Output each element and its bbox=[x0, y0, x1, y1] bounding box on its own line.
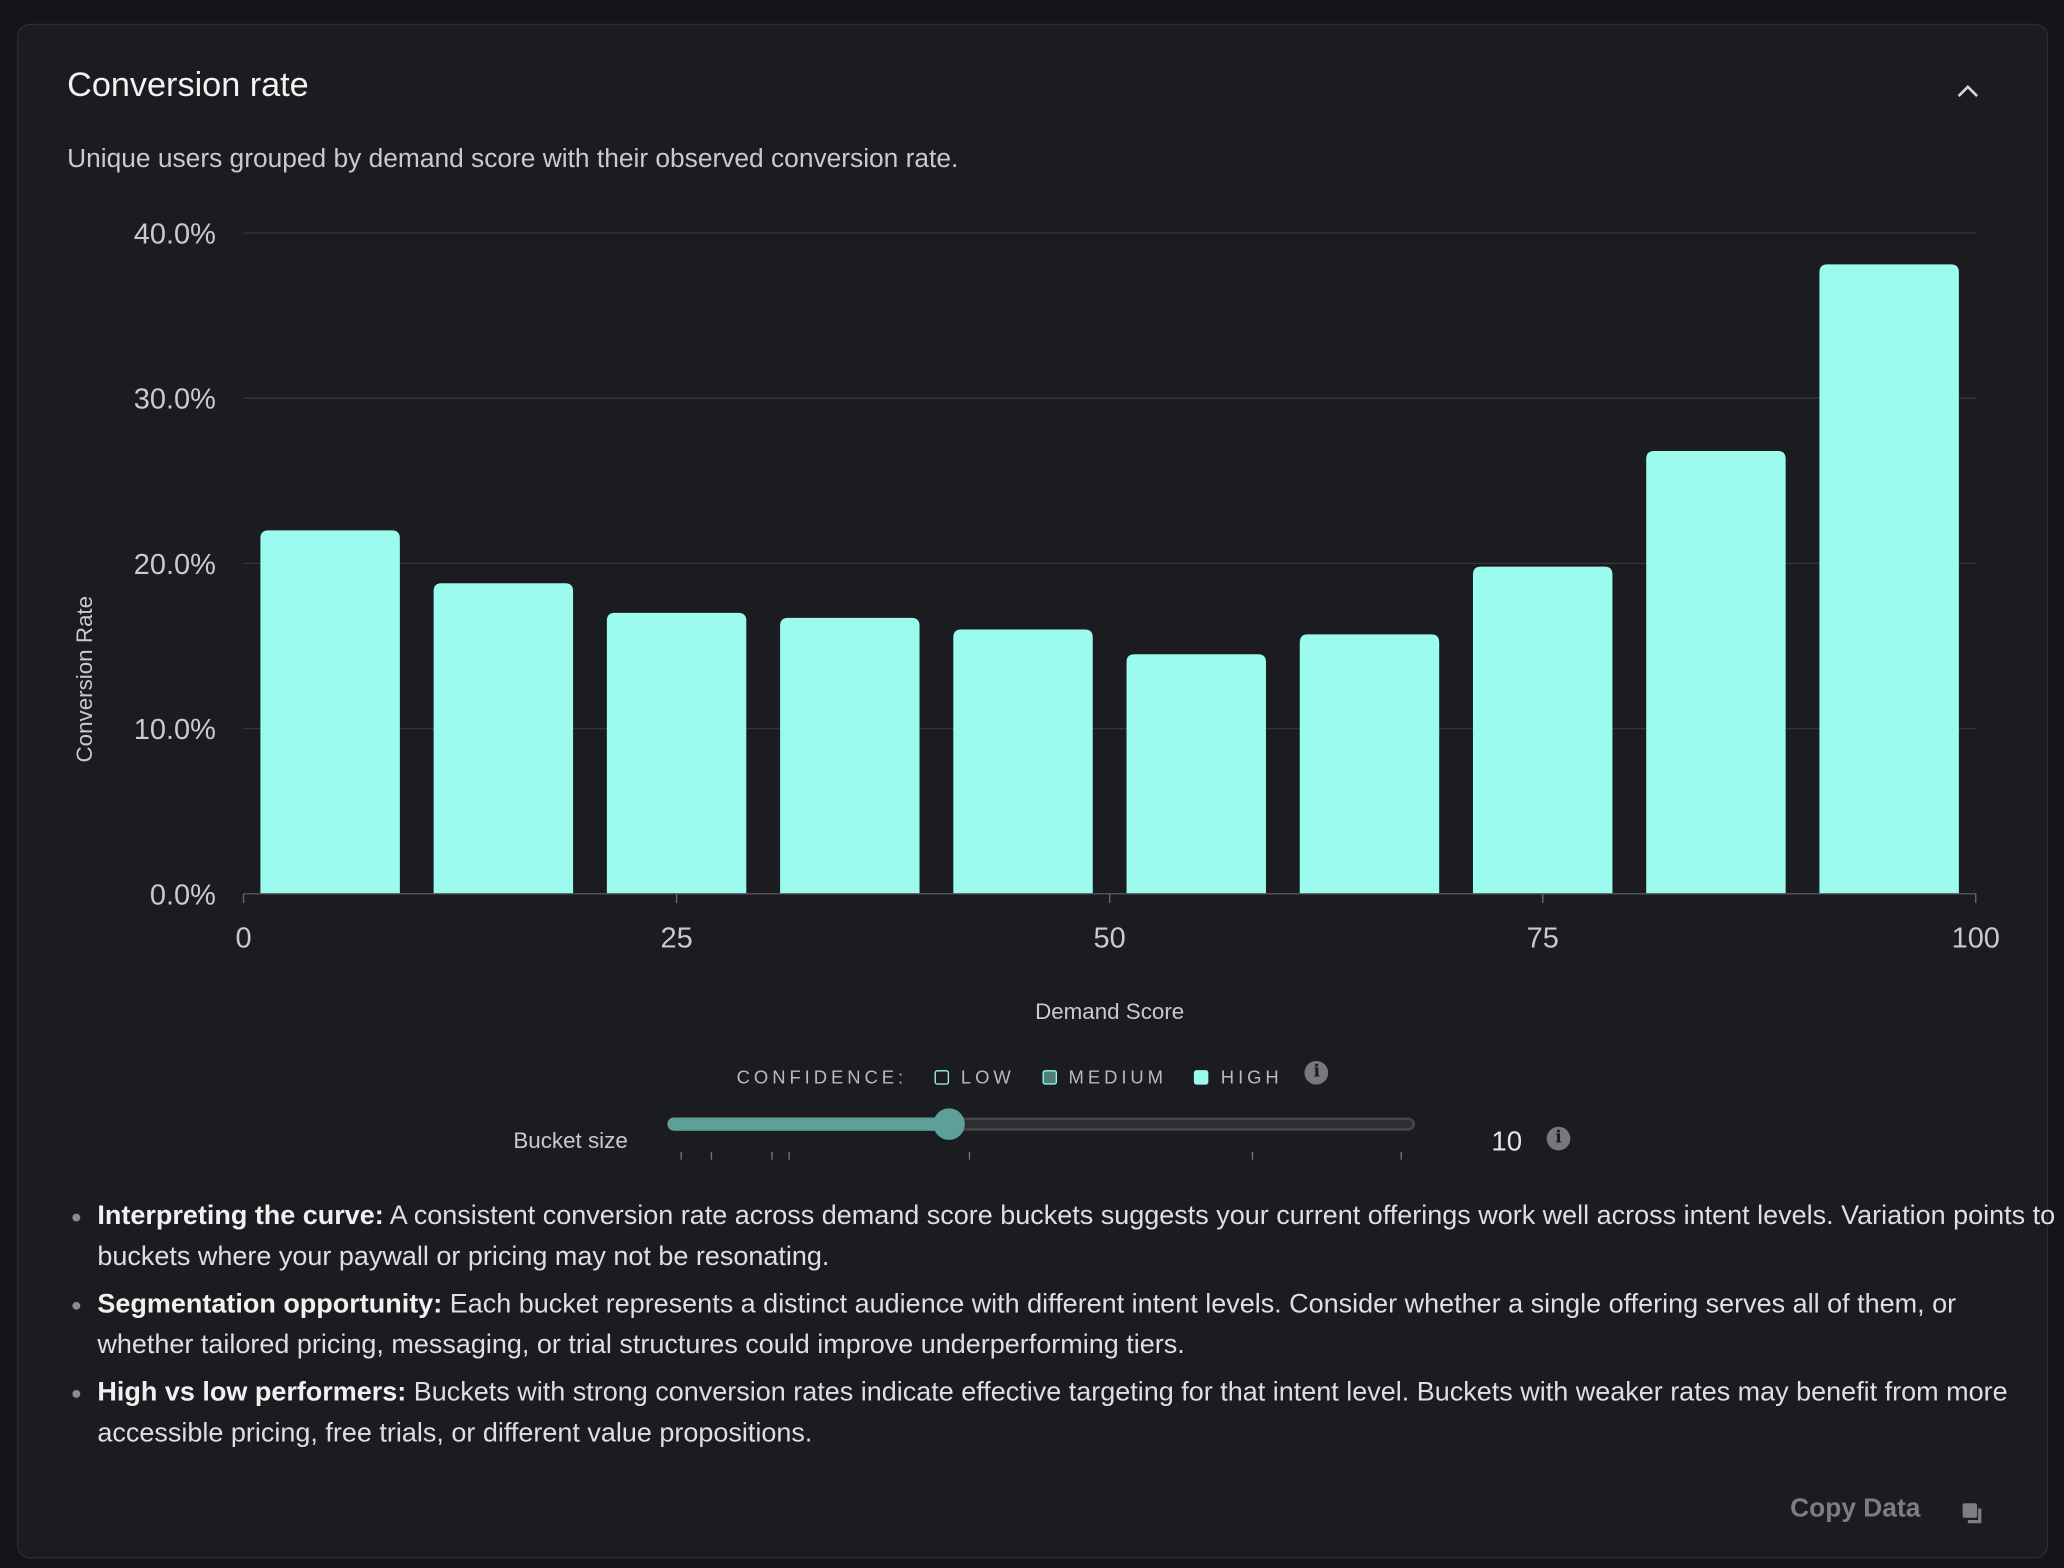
insight-text: Each bucket represents a distinct audien… bbox=[97, 1288, 1957, 1360]
confidence-legend: CONFIDENCE: LOW MEDIUM HIGH i bbox=[18, 1061, 2046, 1088]
insight-text: A consistent conversion rate across dema… bbox=[97, 1200, 2056, 1271]
x-tick-label: 25 bbox=[660, 923, 692, 955]
bar[interactable] bbox=[1646, 451, 1786, 894]
bucket-size-value: 10 bbox=[1491, 1126, 1523, 1158]
bar[interactable] bbox=[953, 629, 1093, 894]
y-tick-label: 0.0% bbox=[150, 879, 216, 911]
insight-item: High vs low performers: Buckets with str… bbox=[72, 1373, 2058, 1453]
y-tick-label: 40.0% bbox=[134, 219, 216, 251]
info-icon[interactable]: i bbox=[1304, 1061, 1329, 1086]
bar[interactable] bbox=[606, 612, 747, 894]
info-icon[interactable]: i bbox=[1546, 1126, 1571, 1151]
bar-chart: 0.0% 10.0% 20.0% 30.0% 40.0% 0 25 50 75 100 Conve… bbox=[72, 219, 2000, 1024]
chevron-up-icon[interactable] bbox=[1953, 78, 1982, 107]
slider-tick bbox=[771, 1151, 773, 1160]
insight-text: Buckets with strong conversion rates ind… bbox=[97, 1376, 2008, 1448]
y-tick-label: 10.0% bbox=[134, 714, 216, 746]
slider-tick bbox=[1400, 1151, 1402, 1160]
insight-item: Interpreting the curve: A consistent con… bbox=[72, 1197, 2058, 1277]
slider-thumb[interactable] bbox=[933, 1108, 966, 1140]
slider-tick bbox=[968, 1151, 971, 1160]
bucket-size-label: Bucket size bbox=[513, 1128, 628, 1154]
insight-title: Interpreting the curve: bbox=[97, 1200, 384, 1231]
x-tick-label: 75 bbox=[1527, 923, 1559, 955]
bar[interactable] bbox=[780, 617, 920, 894]
legend-swatch-low bbox=[934, 1069, 950, 1085]
bar[interactable] bbox=[1472, 566, 1613, 894]
slider-tick bbox=[1251, 1151, 1254, 1160]
card-subtitle: Unique users grouped by demand score wit… bbox=[67, 144, 959, 174]
bar[interactable] bbox=[433, 583, 574, 894]
slider-tick bbox=[788, 1151, 790, 1160]
legend-high: HIGH bbox=[1220, 1066, 1283, 1088]
legend-swatch-medium bbox=[1042, 1069, 1057, 1085]
copy-data-button[interactable]: Copy Data bbox=[1790, 1494, 1921, 1523]
insight-title: High vs low performers: bbox=[97, 1376, 407, 1408]
legend-medium: MEDIUM bbox=[1068, 1066, 1167, 1088]
x-tick-label: 50 bbox=[1094, 923, 1126, 955]
bar[interactable] bbox=[260, 530, 400, 894]
insight-title: Segmentation opportunity: bbox=[97, 1288, 443, 1319]
bar[interactable] bbox=[1819, 264, 1959, 894]
slider-fill bbox=[667, 1117, 950, 1131]
y-axis-label: Conversion Rate bbox=[72, 596, 97, 763]
copy-icon[interactable] bbox=[1961, 1502, 1985, 1526]
slider-tick bbox=[680, 1151, 682, 1160]
slider-tick bbox=[710, 1151, 713, 1160]
x-tick-label: 0 bbox=[235, 923, 251, 955]
conversion-rate-card: Conversion rate Unique users grouped by … bbox=[17, 23, 2055, 1559]
y-tick-label: 20.0% bbox=[134, 549, 216, 581]
y-tick-label: 30.0% bbox=[134, 384, 216, 416]
bar[interactable] bbox=[1126, 654, 1266, 894]
legend-swatch-high bbox=[1194, 1069, 1209, 1085]
insight-item: Segmentation opportunity: Each bucket re… bbox=[72, 1285, 2058, 1365]
bar[interactable] bbox=[1299, 634, 1440, 894]
card-title: Conversion rate bbox=[67, 64, 309, 104]
legend-low: LOW bbox=[960, 1066, 1015, 1088]
insights-list: Interpreting the curve: A consistent con… bbox=[66, 1197, 2059, 1462]
x-tick-label: 100 bbox=[1952, 923, 2000, 955]
legend-title: CONFIDENCE: bbox=[736, 1066, 908, 1088]
bucket-size-slider[interactable] bbox=[667, 1108, 1417, 1160]
x-axis-label: Demand Score bbox=[1035, 999, 1184, 1024]
